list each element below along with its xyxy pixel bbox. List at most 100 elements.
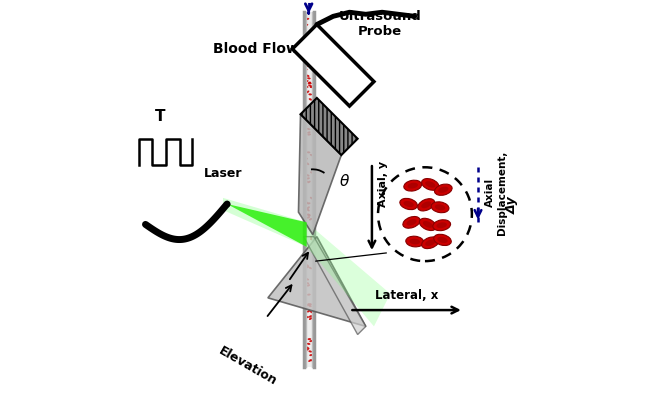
Text: Elevation: Elevation — [216, 345, 279, 388]
Ellipse shape — [403, 217, 420, 228]
Ellipse shape — [308, 84, 312, 86]
Text: Ultrasound
Probe: Ultrasound Probe — [339, 10, 421, 38]
Ellipse shape — [425, 181, 436, 188]
Ellipse shape — [309, 36, 313, 39]
Bar — [304, 12, 314, 367]
Ellipse shape — [304, 69, 307, 71]
Ellipse shape — [310, 86, 314, 88]
Ellipse shape — [306, 348, 309, 350]
Ellipse shape — [419, 218, 436, 231]
Ellipse shape — [406, 219, 417, 226]
Ellipse shape — [308, 47, 311, 49]
Ellipse shape — [408, 183, 418, 188]
Ellipse shape — [307, 284, 310, 286]
Polygon shape — [292, 24, 374, 106]
Ellipse shape — [400, 198, 417, 210]
Ellipse shape — [307, 128, 311, 130]
Text: Lateral, x: Lateral, x — [375, 289, 438, 302]
Ellipse shape — [306, 36, 309, 38]
Ellipse shape — [431, 202, 449, 213]
Ellipse shape — [309, 98, 312, 100]
Ellipse shape — [310, 197, 313, 200]
Ellipse shape — [307, 58, 310, 60]
Ellipse shape — [438, 186, 448, 193]
Ellipse shape — [410, 239, 420, 244]
Text: θ: θ — [339, 174, 348, 189]
Ellipse shape — [422, 237, 439, 248]
Ellipse shape — [306, 91, 309, 93]
Ellipse shape — [307, 181, 311, 183]
Ellipse shape — [306, 162, 309, 165]
Ellipse shape — [307, 343, 311, 345]
Ellipse shape — [308, 304, 312, 306]
Ellipse shape — [305, 86, 309, 88]
Ellipse shape — [304, 180, 308, 182]
Polygon shape — [268, 237, 366, 326]
Ellipse shape — [307, 294, 311, 296]
Polygon shape — [307, 222, 390, 326]
Ellipse shape — [309, 354, 313, 356]
Ellipse shape — [307, 213, 311, 216]
Ellipse shape — [308, 359, 311, 362]
Ellipse shape — [307, 77, 311, 80]
Polygon shape — [223, 198, 307, 247]
Ellipse shape — [304, 304, 307, 307]
Ellipse shape — [307, 206, 310, 209]
Ellipse shape — [434, 234, 451, 246]
Ellipse shape — [306, 174, 309, 177]
Ellipse shape — [307, 202, 311, 204]
Ellipse shape — [304, 157, 308, 160]
Ellipse shape — [306, 316, 309, 318]
Ellipse shape — [307, 216, 310, 219]
Ellipse shape — [304, 134, 307, 136]
Ellipse shape — [404, 201, 414, 207]
Ellipse shape — [305, 346, 309, 348]
Ellipse shape — [309, 86, 313, 88]
Ellipse shape — [307, 113, 310, 115]
Text: Axial, y: Axial, y — [378, 161, 388, 207]
Polygon shape — [227, 204, 307, 247]
Ellipse shape — [306, 18, 309, 20]
Ellipse shape — [308, 93, 312, 95]
Ellipse shape — [304, 112, 307, 115]
Ellipse shape — [310, 359, 314, 361]
Ellipse shape — [306, 177, 310, 180]
Ellipse shape — [310, 311, 313, 313]
Ellipse shape — [310, 154, 313, 156]
Text: Laser: Laser — [203, 166, 242, 180]
Ellipse shape — [310, 238, 313, 240]
Ellipse shape — [307, 310, 310, 313]
Ellipse shape — [307, 214, 310, 216]
Ellipse shape — [307, 303, 309, 306]
Polygon shape — [300, 98, 358, 155]
Ellipse shape — [307, 151, 310, 153]
Ellipse shape — [309, 218, 313, 220]
Ellipse shape — [308, 303, 311, 306]
Text: T: T — [155, 109, 165, 124]
Ellipse shape — [304, 92, 307, 95]
Ellipse shape — [433, 220, 450, 231]
Ellipse shape — [307, 131, 311, 134]
Ellipse shape — [423, 221, 433, 228]
Ellipse shape — [307, 247, 311, 249]
Ellipse shape — [304, 109, 308, 112]
Ellipse shape — [310, 171, 314, 173]
Ellipse shape — [309, 267, 312, 269]
Ellipse shape — [308, 305, 312, 307]
Ellipse shape — [309, 317, 312, 320]
Ellipse shape — [435, 204, 445, 210]
Ellipse shape — [306, 282, 309, 284]
Ellipse shape — [437, 237, 448, 243]
Ellipse shape — [306, 75, 309, 77]
Ellipse shape — [304, 58, 307, 61]
Ellipse shape — [306, 120, 309, 123]
Ellipse shape — [305, 80, 309, 82]
Ellipse shape — [421, 202, 431, 208]
Ellipse shape — [308, 82, 312, 84]
Text: Blood Flow: Blood Flow — [213, 42, 298, 56]
Ellipse shape — [309, 35, 313, 38]
Ellipse shape — [436, 222, 447, 228]
Ellipse shape — [378, 167, 472, 261]
Ellipse shape — [310, 236, 313, 239]
Ellipse shape — [309, 340, 313, 342]
